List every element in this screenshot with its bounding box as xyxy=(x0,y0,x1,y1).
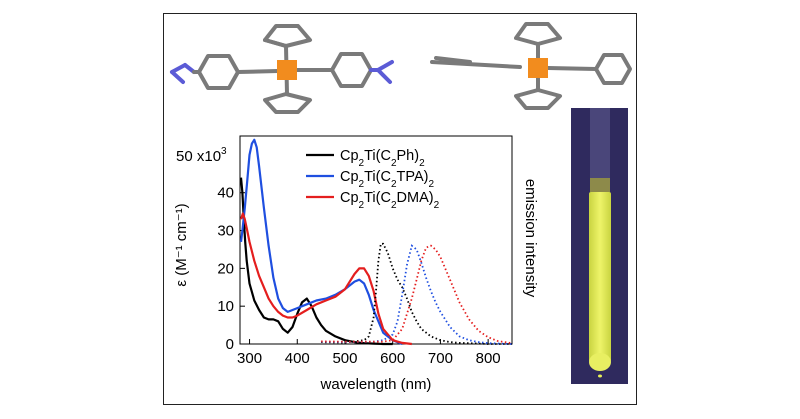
absorption-line xyxy=(239,177,393,346)
ti-atom-right xyxy=(528,58,548,78)
emission-line xyxy=(321,242,512,345)
molecule-left-structure xyxy=(170,24,394,114)
molecule-right-structure xyxy=(430,22,632,110)
x-axis: 300 400 500 600 700 800 xyxy=(237,339,501,367)
absorption-line xyxy=(239,138,403,346)
y-tick-label: 20 xyxy=(217,260,234,277)
series-group xyxy=(239,138,513,346)
absorption-line xyxy=(239,212,412,346)
legend-label: Cp2Ti(C2Ph)2 xyxy=(340,148,425,169)
legend-label: Cp2Ti(C2TPA)2 xyxy=(340,169,434,190)
spectra-plot: 300 400 500 600 700 800 0 10 20 30 40 50 x103 wav… xyxy=(173,135,539,393)
vial-photo xyxy=(571,108,628,384)
x-tick-label: 500 xyxy=(332,350,357,367)
x-axis-label: wavelength (nm) xyxy=(320,376,432,393)
emission-line xyxy=(321,244,513,345)
y-tick-label: 10 xyxy=(217,298,234,315)
x-tick-label: 400 xyxy=(285,350,310,367)
emission-line xyxy=(321,244,513,345)
legend-label: Cp2Ti(C2DMA)2 xyxy=(340,190,440,211)
y-axis-label: ε (M⁻¹ cm⁻¹) xyxy=(173,203,190,286)
x-tick-label: 300 xyxy=(237,350,262,367)
figure-frame xyxy=(163,13,637,405)
x-tick-label: 800 xyxy=(476,350,501,367)
y-top-label: 50 x103 xyxy=(176,146,227,165)
y-tick-label: 0 xyxy=(226,336,234,353)
x-tick-label: 700 xyxy=(428,350,453,367)
y-tick-label: 30 xyxy=(217,223,234,240)
y-axis: 0 10 20 30 40 xyxy=(217,185,245,353)
ti-atom-left xyxy=(277,60,297,80)
x-tick-label: 600 xyxy=(380,350,405,367)
y-axis-right-label: emission intensity xyxy=(522,179,539,298)
y-tick-label: 40 xyxy=(217,185,234,202)
